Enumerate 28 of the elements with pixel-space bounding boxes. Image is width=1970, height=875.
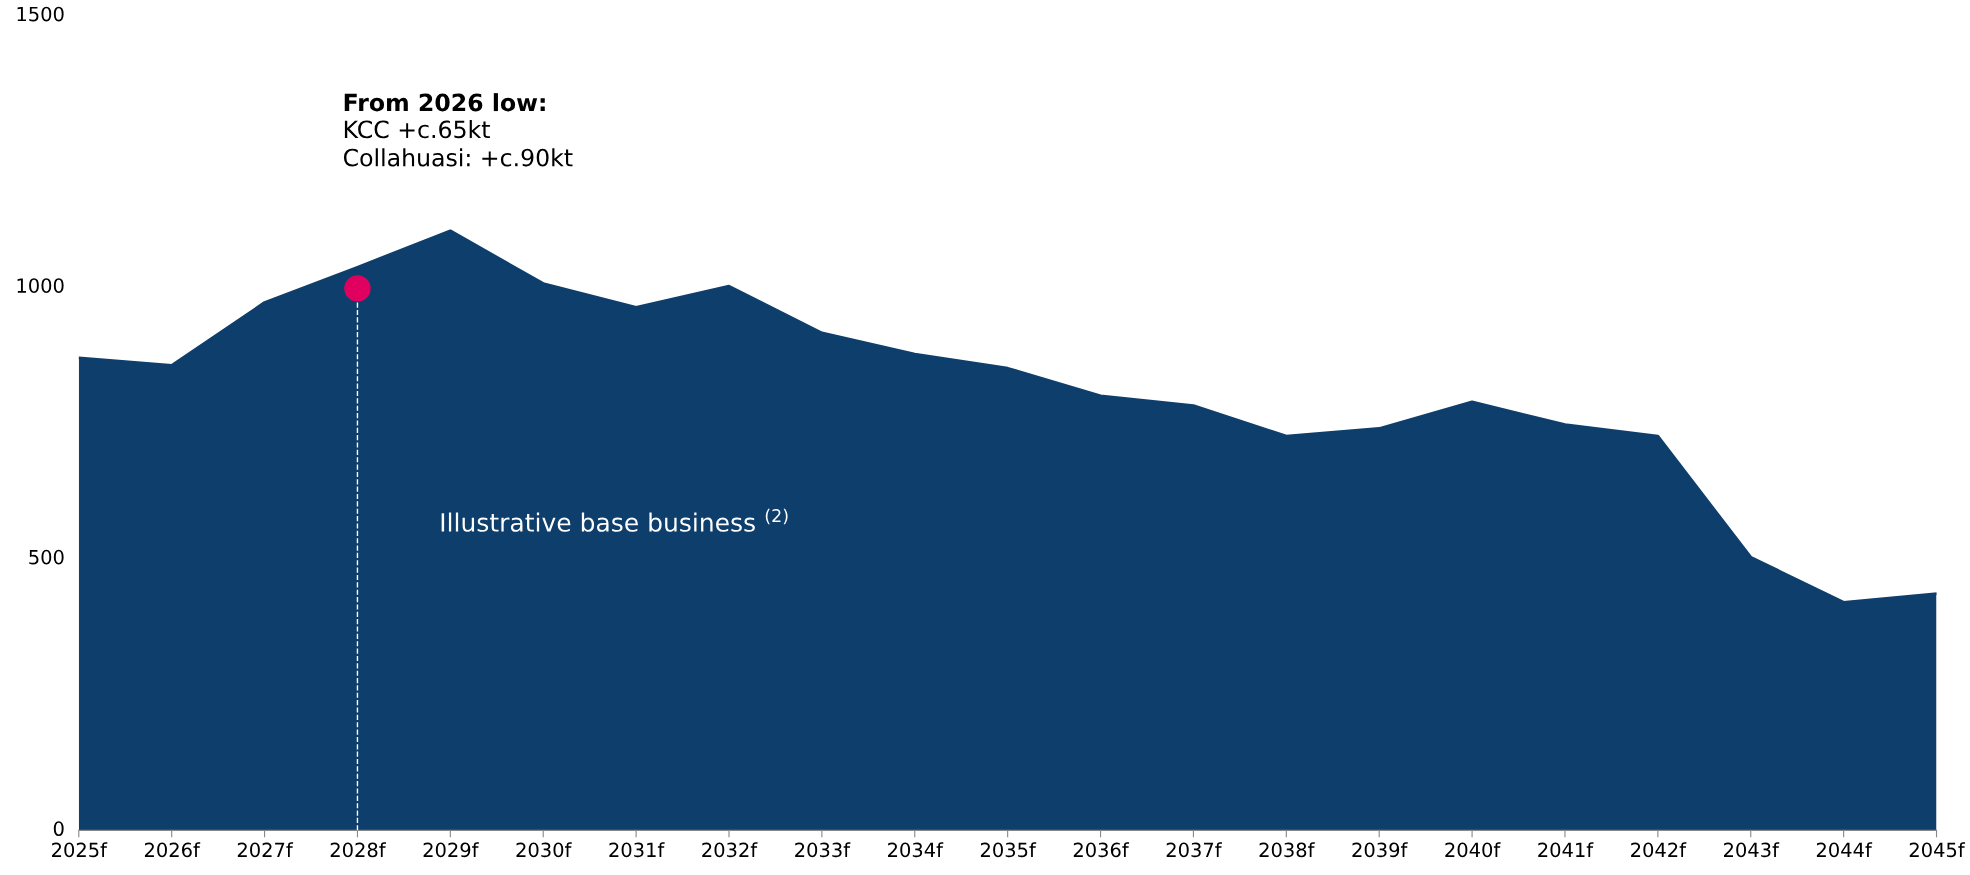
y-tick-label: 1500 <box>17 6 64 22</box>
x-tick-label: 2043f <box>1724 842 1780 858</box>
x-tick-label: 2031f <box>609 842 665 858</box>
x-tick-label: 2033f <box>795 842 851 858</box>
x-tick-label: 2035f <box>980 842 1037 858</box>
x-tick-label: 2044f <box>1816 842 1873 858</box>
y-tick-label: 1000 <box>17 278 64 293</box>
y-tick-label: 500 <box>29 549 64 565</box>
x-tick-label: 2032f <box>702 842 758 858</box>
x-tick-label: 2026f <box>144 842 201 858</box>
x-tick-label: 2029f <box>423 842 479 858</box>
annotation: Illustrative base business $^{(2)}$ <box>441 508 788 532</box>
x-tick-label: 2038f <box>1259 842 1315 858</box>
x-tick-label: 2028f <box>330 842 386 858</box>
x-tick-label: 2034f <box>888 842 944 858</box>
x-tick-label: 2027f <box>237 842 294 858</box>
y-tick-label: 0 <box>53 821 64 837</box>
x-tick-label: 2036f <box>1073 842 1130 858</box>
x-tick-label: 2039f <box>1352 842 1408 858</box>
x-tick-label: 2037f <box>1166 842 1222 858</box>
x-tick-label: 2041f <box>1538 842 1594 858</box>
annotation: KCC +c.65kt Collahuasi: +c.90kt <box>343 120 573 167</box>
x-tick-label: 2040f <box>1445 842 1501 858</box>
x-tick-label: 2042f <box>1631 842 1687 858</box>
x-tick-label: 2030f <box>516 842 572 858</box>
x-tick-label: 2025f <box>52 842 108 858</box>
annotation: From 2026 low: <box>344 93 545 112</box>
x-tick-label: 2045f <box>1909 842 1966 858</box>
